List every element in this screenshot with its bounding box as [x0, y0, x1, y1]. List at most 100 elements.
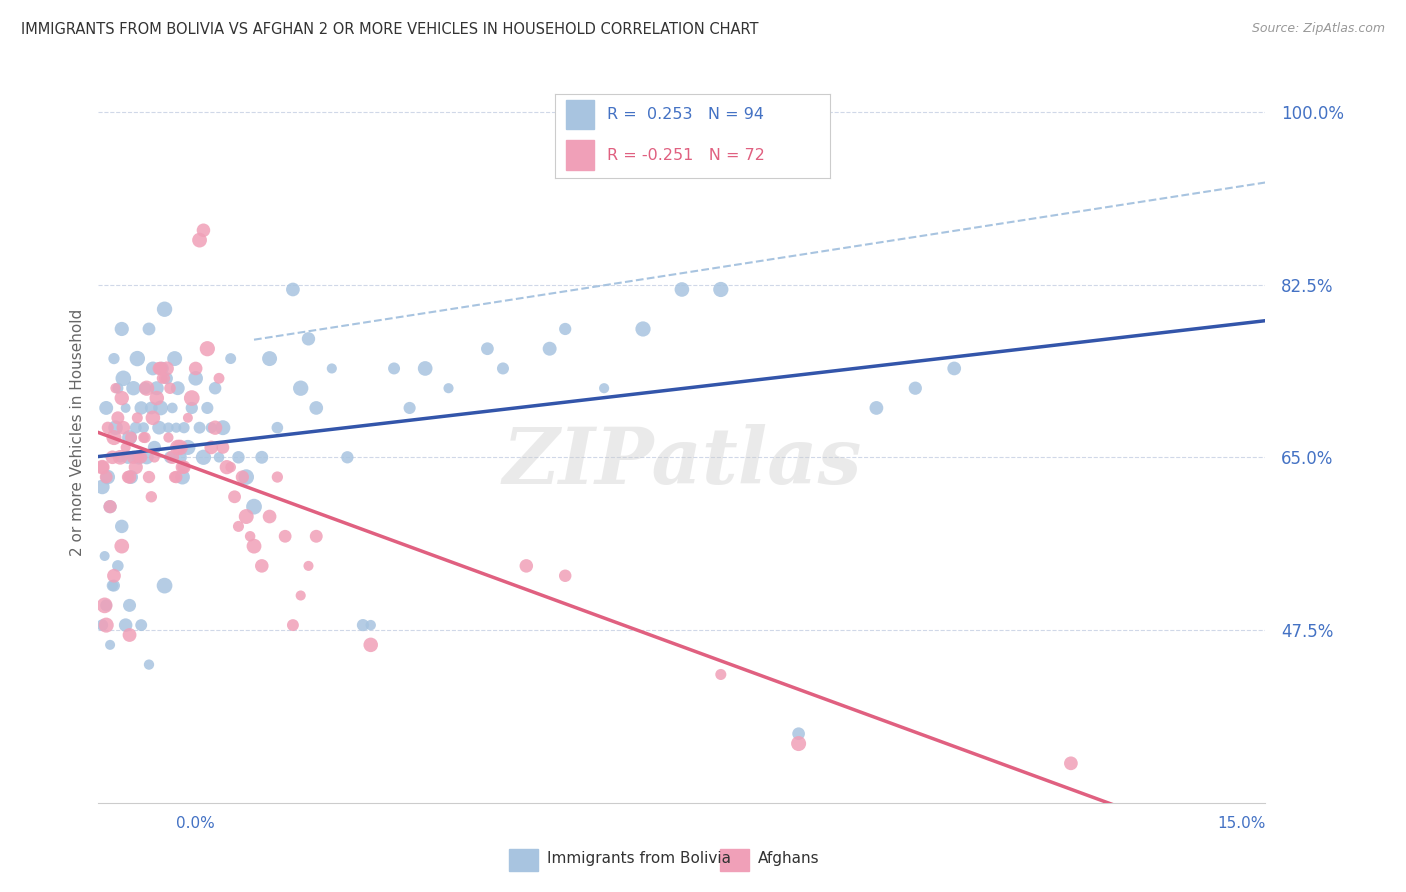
Point — [142, 361, 165, 376]
Point — [904, 381, 927, 395]
Point — [231, 470, 253, 484]
Point — [134, 381, 156, 395]
Point — [103, 568, 125, 582]
Point — [184, 371, 207, 385]
Point — [631, 322, 654, 336]
Point — [129, 450, 152, 465]
Point — [159, 381, 181, 395]
Point — [163, 351, 186, 366]
Bar — [509, 848, 538, 871]
Point — [91, 460, 114, 475]
Point — [127, 351, 149, 366]
Point — [108, 450, 131, 465]
Point — [515, 558, 537, 573]
Point — [250, 558, 273, 573]
Text: Immigrants from Bolivia: Immigrants from Bolivia — [547, 851, 731, 866]
Point — [266, 420, 288, 434]
Text: Source: ZipAtlas.com: Source: ZipAtlas.com — [1251, 22, 1385, 36]
Point — [157, 431, 180, 445]
Point — [128, 450, 150, 465]
Point — [184, 361, 207, 376]
Point — [118, 431, 141, 445]
Point — [163, 470, 186, 484]
Text: R =  0.253   N = 94: R = 0.253 N = 94 — [607, 107, 765, 122]
Point — [101, 450, 124, 465]
Point — [177, 410, 200, 425]
Point — [290, 381, 312, 395]
Point — [153, 579, 176, 593]
Point — [146, 381, 169, 395]
Point — [710, 667, 733, 681]
Point — [135, 450, 157, 465]
Point — [305, 401, 328, 415]
Point — [104, 420, 127, 434]
Point — [204, 420, 226, 434]
Y-axis label: 2 or more Vehicles in Household: 2 or more Vehicles in Household — [69, 309, 84, 557]
Point — [101, 579, 124, 593]
Point — [172, 460, 194, 475]
Point — [259, 509, 281, 524]
Point — [150, 361, 173, 376]
Point — [1060, 756, 1083, 771]
Point — [212, 420, 235, 434]
Point — [360, 638, 382, 652]
Point — [117, 450, 139, 465]
Point — [593, 381, 616, 395]
Point — [352, 618, 374, 632]
Point — [120, 470, 142, 484]
Point — [96, 618, 118, 632]
Point — [360, 618, 382, 632]
Text: 0.0%: 0.0% — [176, 816, 215, 831]
Point — [111, 322, 134, 336]
Point — [166, 381, 188, 395]
Point — [554, 568, 576, 582]
Point — [169, 450, 191, 465]
Bar — [720, 848, 749, 871]
Point — [219, 460, 242, 475]
Point — [554, 322, 576, 336]
Point — [259, 351, 281, 366]
Point — [138, 470, 160, 484]
Point — [787, 727, 810, 741]
Point — [153, 302, 176, 317]
Point — [297, 332, 319, 346]
Point — [96, 599, 118, 613]
Point — [148, 361, 170, 376]
Point — [166, 441, 188, 455]
Text: ZIPatlas: ZIPatlas — [502, 424, 862, 500]
Point — [169, 441, 191, 455]
Point — [91, 618, 114, 632]
Text: R = -0.251   N = 72: R = -0.251 N = 72 — [607, 147, 765, 162]
Point — [153, 371, 176, 385]
Point — [98, 500, 121, 514]
Point — [98, 500, 121, 514]
Point — [143, 450, 166, 465]
Point — [148, 420, 170, 434]
Point — [117, 470, 139, 484]
Point — [107, 558, 129, 573]
Point — [132, 431, 155, 445]
Point — [93, 549, 115, 563]
Point — [239, 529, 262, 543]
Point — [492, 361, 515, 376]
Point — [111, 539, 134, 553]
Point — [111, 519, 134, 533]
Point — [91, 460, 114, 475]
Point — [266, 470, 288, 484]
Point — [235, 470, 257, 484]
Point — [118, 628, 141, 642]
Point — [281, 618, 304, 632]
Point — [112, 420, 135, 434]
Point — [413, 361, 436, 376]
Point — [212, 441, 235, 455]
Point — [243, 500, 266, 514]
Point — [200, 441, 222, 455]
Point — [125, 420, 148, 434]
Point — [538, 342, 561, 356]
Point — [114, 401, 136, 415]
Point — [250, 450, 273, 465]
Point — [224, 490, 246, 504]
Point — [290, 589, 312, 603]
Point — [193, 450, 215, 465]
Point — [132, 420, 155, 434]
